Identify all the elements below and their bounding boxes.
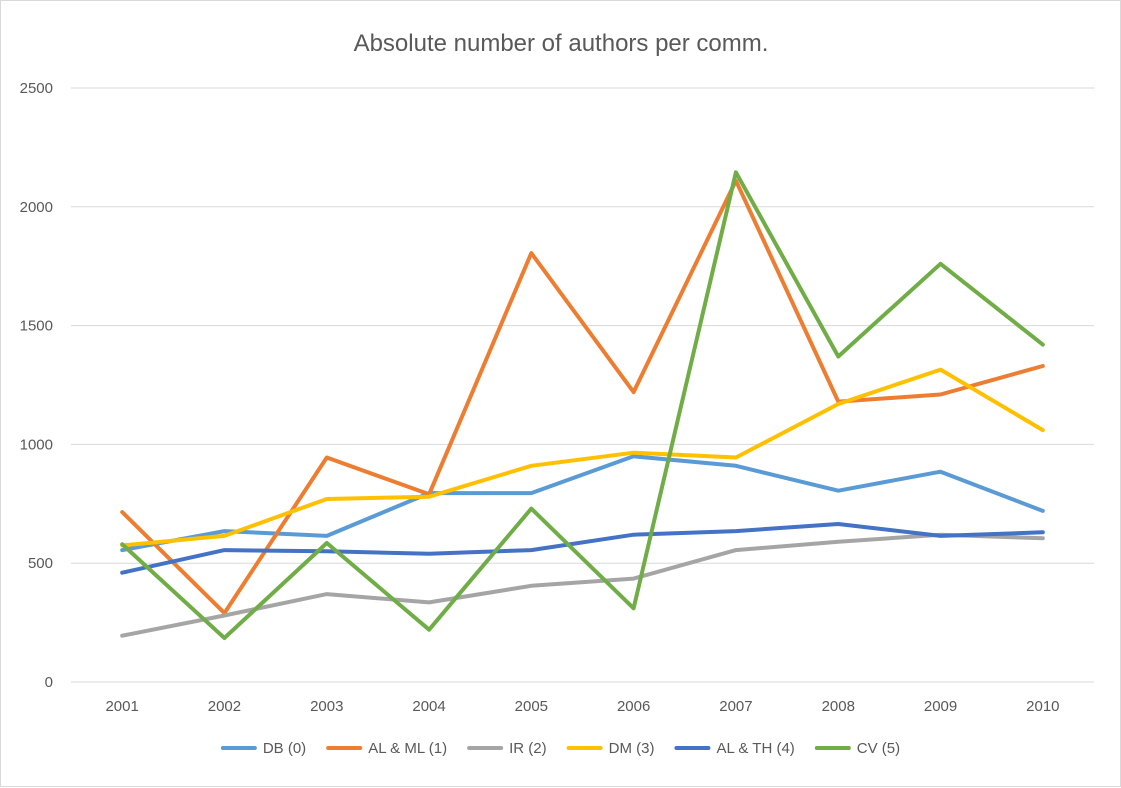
x-tick-label: 2009 <box>924 698 957 715</box>
y-tick-label: 500 <box>28 555 53 572</box>
x-tick-label: 2002 <box>208 698 241 715</box>
legend: DB (0) AL & ML (1) IR (2) DM (3) AL & TH (4)… <box>223 740 900 757</box>
legend-label: DB (0) <box>263 740 306 757</box>
legend-label: IR (2) <box>509 740 547 757</box>
y-tick-label: 2000 <box>20 199 53 216</box>
x-tick-label: 2007 <box>719 698 752 715</box>
x-tick-label: 2001 <box>105 698 138 715</box>
x-tick-labels: 2001 2002 2003 2004 2005 2006 2007 2008 2009 2010 <box>105 698 1059 715</box>
x-tick-label: 2010 <box>1026 698 1059 715</box>
grid-layer <box>71 88 1094 682</box>
series-line-1 <box>122 181 1043 613</box>
legend-item-1: AL & ML (1) <box>328 740 447 757</box>
x-tick-label: 2008 <box>822 698 855 715</box>
legend-item-3: DM (3) <box>569 740 655 757</box>
series-layer <box>122 172 1043 638</box>
x-tick-label: 2003 <box>310 698 343 715</box>
legend-item-5: CV (5) <box>817 740 900 757</box>
y-tick-label: 0 <box>45 674 53 691</box>
x-tick-label: 2006 <box>617 698 650 715</box>
legend-label: CV (5) <box>857 740 900 757</box>
legend-label: AL & TH (4) <box>716 740 794 757</box>
x-tick-label: 2005 <box>515 698 548 715</box>
legend-label: DM (3) <box>609 740 655 757</box>
legend-item-0: DB (0) <box>223 740 306 757</box>
legend-item-4: AL & TH (4) <box>676 740 794 757</box>
y-tick-label: 1000 <box>20 436 53 453</box>
y-tick-labels: 0 500 1000 1500 2000 2500 <box>20 80 53 691</box>
series-line-5 <box>122 172 1043 638</box>
legend-label: AL & ML (1) <box>368 740 447 757</box>
x-tick-label: 2004 <box>412 698 445 715</box>
y-tick-label: 1500 <box>20 318 53 335</box>
y-tick-label: 2500 <box>20 80 53 97</box>
legend-item-2: IR (2) <box>469 740 547 757</box>
chart-title: Absolute number of authors per comm. <box>354 30 769 57</box>
